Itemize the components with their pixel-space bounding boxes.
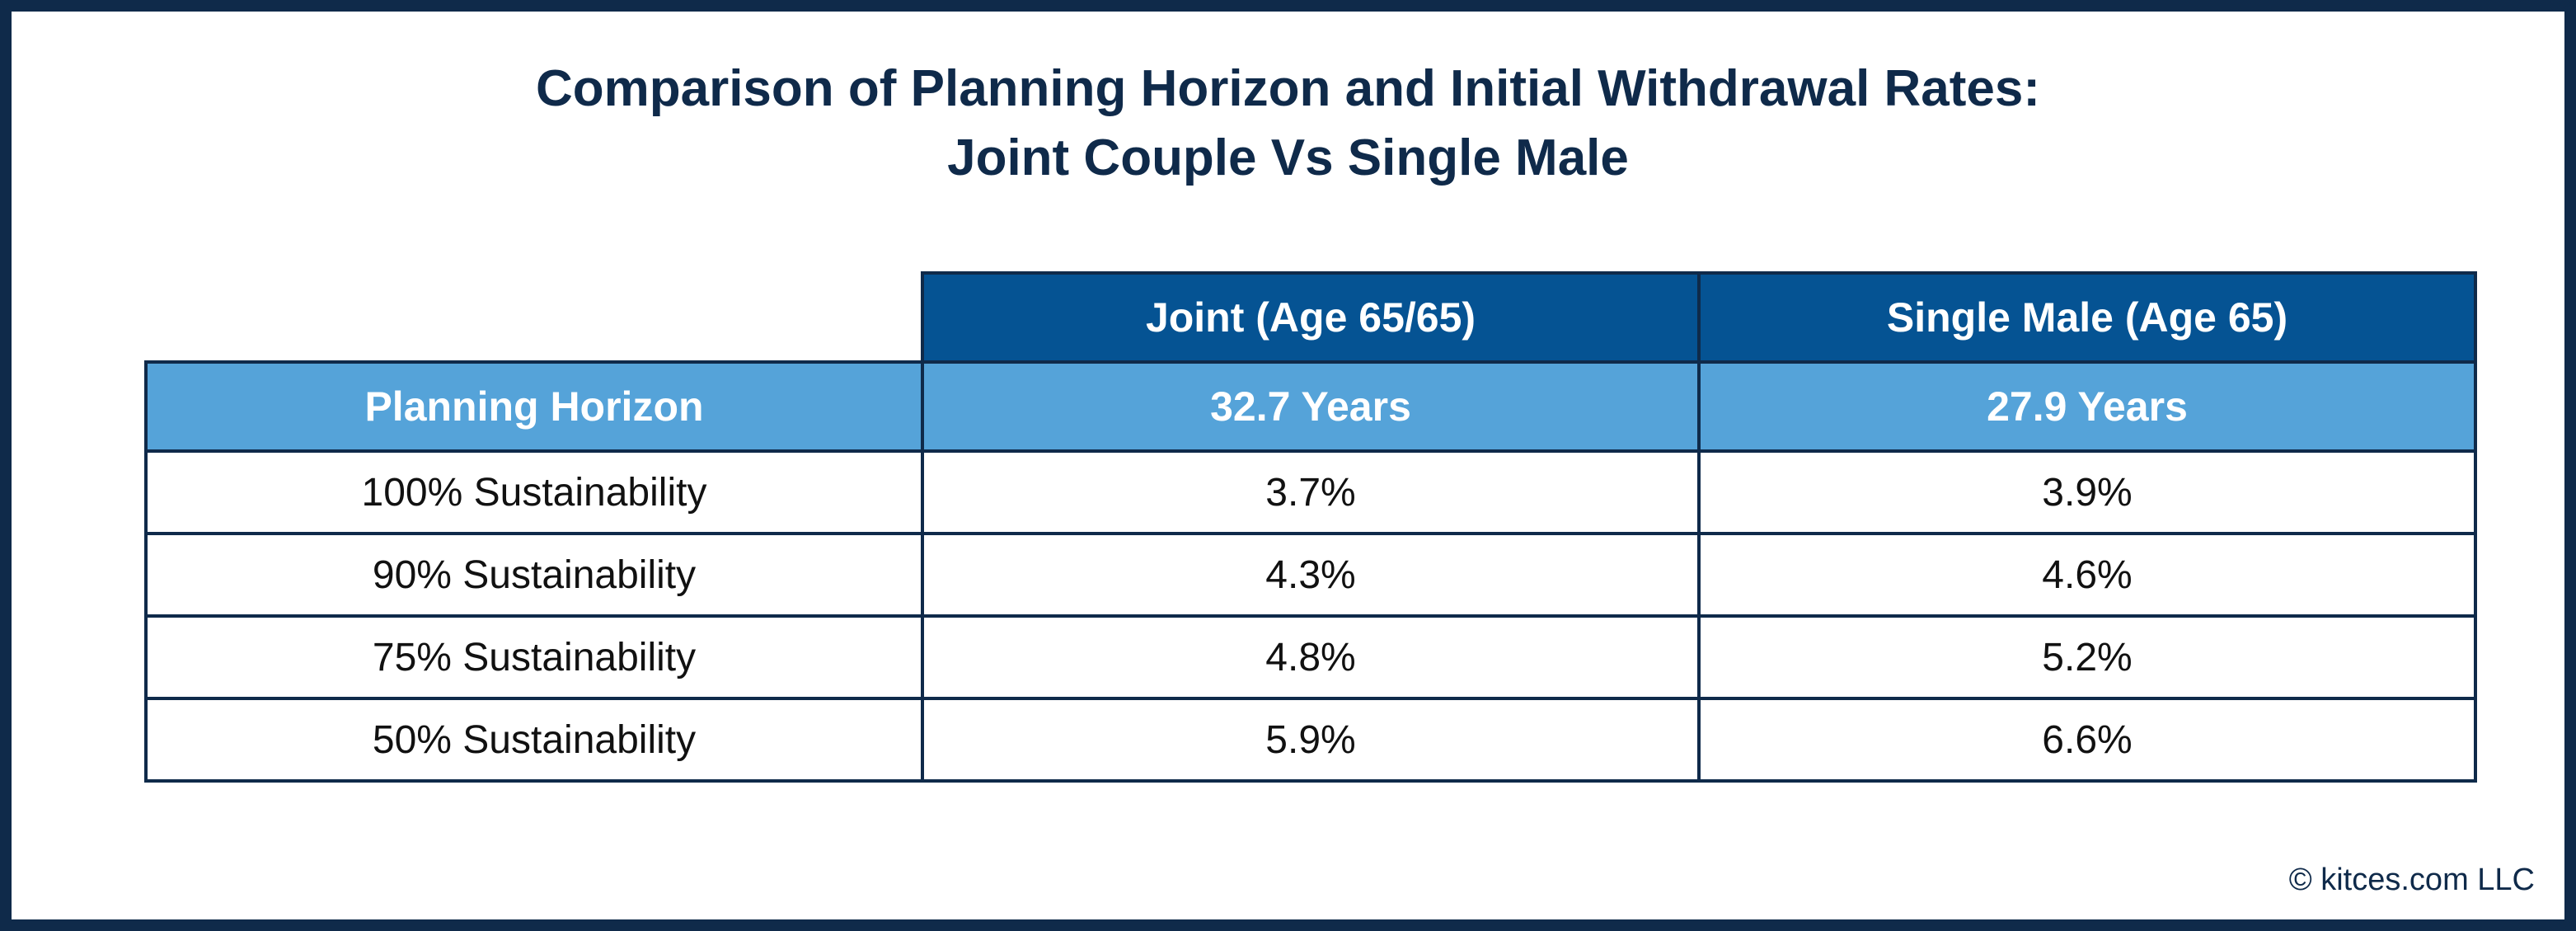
cell-joint: 4.8% [921,614,1701,700]
row-label: 90% Sustainability [144,532,924,618]
planning-horizon-single-male: 27.9 Years [1697,360,2477,453]
cell-joint: 3.7% [921,449,1701,535]
column-header-joint: Joint (Age 65/65) [921,271,1701,364]
table-row: 75% Sustainability 4.8% 5.2% [144,614,2477,700]
copyright-credit: © kitces.com LLC [2288,863,2535,897]
chart-title-line-1: Comparison of Planning Horizon and Initi… [535,60,2041,117]
cell-single-male: 3.9% [1697,449,2477,535]
column-header-single-male: Single Male (Age 65) [1697,271,2477,364]
cell-joint: 4.3% [921,532,1701,618]
planning-horizon-joint: 32.7 Years [921,360,1701,453]
row-label: 50% Sustainability [144,697,924,783]
chart-title: Comparison of Planning Horizon and Initi… [12,54,2564,193]
table-row: 100% Sustainability 3.7% 3.9% [144,449,2477,535]
header-blank-cell [146,273,922,362]
cell-single-male: 6.6% [1697,697,2477,783]
cell-single-male: 5.2% [1697,614,2477,700]
table-header-row: Joint (Age 65/65) Single Male (Age 65) [146,271,2477,364]
planning-horizon-label: Planning Horizon [144,360,924,453]
row-label: 100% Sustainability [144,449,924,535]
cell-joint: 5.9% [921,697,1701,783]
table-row: 90% Sustainability 4.3% 4.6% [144,532,2477,618]
chart-title-line-2: Joint Couple Vs Single Male [947,129,1629,186]
planning-horizon-row: Planning Horizon 32.7 Years 27.9 Years [144,360,2477,453]
row-label: 75% Sustainability [144,614,924,700]
withdrawal-rate-table: Joint (Age 65/65) Single Male (Age 65) P… [144,271,2477,783]
table-row: 50% Sustainability 5.9% 6.6% [144,697,2477,783]
cell-single-male: 4.6% [1697,532,2477,618]
